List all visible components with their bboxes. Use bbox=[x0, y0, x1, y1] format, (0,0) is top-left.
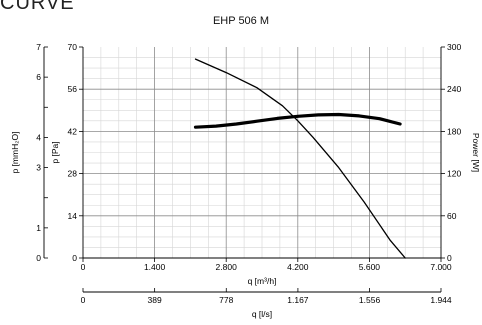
y-outer-tick-label: 4 bbox=[36, 132, 41, 142]
y-outer-tick-label: 6 bbox=[36, 72, 41, 82]
y-right-tick-label: 180 bbox=[447, 126, 461, 136]
x-primary-tick-label: 2.800 bbox=[216, 262, 238, 272]
y-right-tick-label: 300 bbox=[447, 42, 461, 52]
x-primary-tick-label: 0 bbox=[81, 262, 86, 272]
y-right-tick-label: 60 bbox=[447, 211, 457, 221]
x-secondary-tick-label: 0 bbox=[81, 295, 86, 305]
y-left-tick-label: 70 bbox=[68, 42, 78, 52]
x-secondary-tick-label: 778 bbox=[219, 295, 233, 305]
y-left-tick-label: 0 bbox=[72, 253, 77, 263]
x-secondary-tick-label: 1.944 bbox=[430, 295, 452, 305]
y-right-tick-label: 120 bbox=[447, 169, 461, 179]
y-left-axis-label: p [Pa] bbox=[50, 141, 60, 163]
page-heading: CURVE bbox=[0, 0, 75, 14]
y-outer-tick-label: 1 bbox=[36, 223, 41, 233]
x-primary-tick-label: 5.600 bbox=[359, 262, 381, 272]
y-outer-tick-label: 0 bbox=[36, 253, 41, 263]
y-outer-tick-label: 3 bbox=[36, 163, 41, 173]
y-right-tick-label: 240 bbox=[447, 84, 461, 94]
x-secondary-tick-label: 1.556 bbox=[359, 295, 381, 305]
x-primary-axis-label: q [m³/h] bbox=[248, 276, 277, 286]
x-primary-tick-label: 4.200 bbox=[287, 262, 309, 272]
x-primary-tick-label: 1.400 bbox=[144, 262, 166, 272]
pressure-curve-line bbox=[194, 58, 406, 259]
x-primary-tick-label: 7.000 bbox=[430, 262, 452, 272]
y-left-tick-label: 42 bbox=[68, 126, 78, 136]
y-left-tick-label: 28 bbox=[68, 169, 78, 179]
x-secondary-axis-label: q [l/s] bbox=[252, 309, 272, 319]
chart-title: EHP 506 M bbox=[212, 15, 270, 27]
power-curve-line bbox=[193, 112, 402, 129]
x-secondary-tick-label: 389 bbox=[148, 295, 162, 305]
y-outer-axis-label: p [mmH₂O] bbox=[10, 131, 20, 173]
y-right-axis-label: Power [W] bbox=[471, 133, 481, 172]
x-secondary-tick-label: 1.167 bbox=[287, 295, 309, 305]
y-right-tick-label: 0 bbox=[447, 253, 452, 263]
y-left-tick-label: 56 bbox=[68, 84, 78, 94]
y-left-tick-label: 14 bbox=[68, 211, 78, 221]
y-outer-tick-label: 7 bbox=[36, 42, 41, 52]
